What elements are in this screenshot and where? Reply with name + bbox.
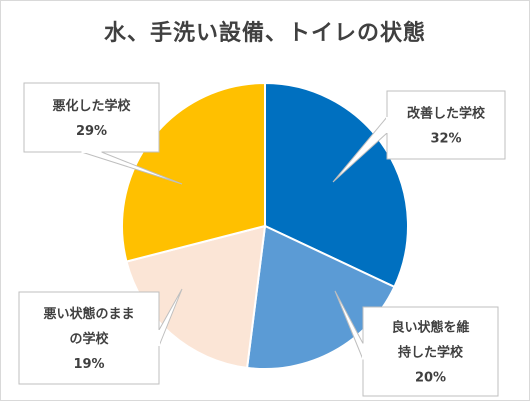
slice-category-label: 持した学校 — [398, 345, 464, 361]
pie-slice-3 — [125, 224, 267, 369]
slice-value-label: 20% — [415, 371, 446, 386]
slice-value-label: 19% — [73, 357, 104, 372]
pie-slices — [121, 81, 409, 370]
slice-category-label: 悪い状態のまま — [43, 306, 134, 322]
callout-1: 改善した学校 32% — [332, 90, 506, 183]
slice-category-label: 悪化した学校 — [52, 98, 131, 114]
callout-box — [23, 82, 160, 153]
callout-box — [18, 291, 160, 385]
slice-category-label: 良い状態を維 — [391, 320, 469, 336]
pie-slice-1 — [264, 81, 409, 289]
callout-box — [362, 306, 499, 397]
callout-4: 悪化した学校 29% — [23, 82, 183, 185]
slice-category-label: の学校 — [69, 331, 109, 347]
callout-box — [386, 90, 506, 160]
slice-category-label: 改善した学校 — [407, 106, 486, 122]
slice-value-label: 29% — [76, 124, 107, 139]
chart-title: 水、手洗い設備、トイレの状態 — [103, 21, 426, 46]
slice-value-label: 32% — [430, 132, 461, 147]
